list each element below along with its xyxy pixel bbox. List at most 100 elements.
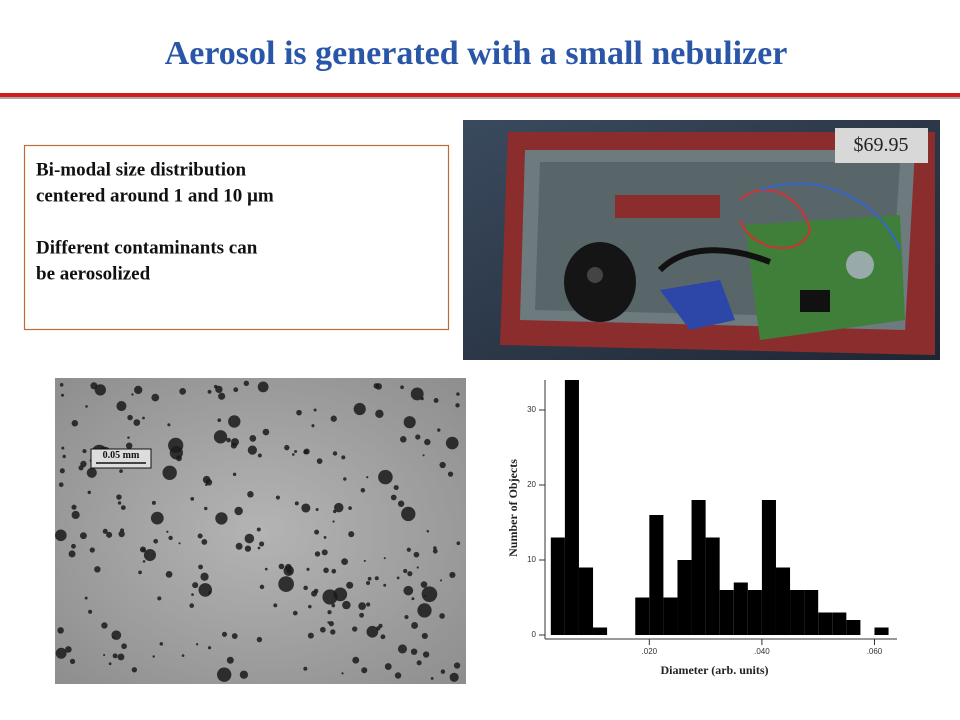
- droplet: [215, 512, 228, 525]
- droplet: [294, 450, 298, 453]
- droplet: [62, 454, 66, 459]
- droplet: [437, 428, 441, 432]
- droplet: [259, 541, 265, 547]
- droplet: [373, 383, 380, 389]
- droplet: [82, 449, 87, 454]
- droplet: [257, 546, 261, 550]
- droplet: [102, 528, 108, 534]
- droplet: [393, 485, 399, 491]
- droplet: [262, 428, 270, 436]
- droplet: [235, 542, 243, 550]
- droplet: [397, 644, 408, 654]
- droplet: [449, 672, 459, 682]
- droplet: [396, 576, 400, 580]
- droplet: [315, 508, 319, 512]
- droplet: [61, 446, 65, 450]
- droplet: [378, 469, 393, 485]
- bar: [705, 537, 720, 635]
- droplet: [314, 551, 321, 557]
- droplet: [89, 547, 95, 553]
- droplet: [94, 384, 106, 396]
- droplet: [341, 455, 346, 460]
- droplet: [112, 653, 118, 659]
- droplet: [133, 419, 141, 426]
- droplet: [411, 597, 415, 601]
- droplet: [348, 506, 352, 510]
- droplet: [343, 477, 347, 481]
- droplet: [430, 677, 434, 680]
- droplet: [424, 438, 431, 446]
- droplet: [181, 654, 185, 657]
- droplet: [278, 576, 294, 592]
- droplet: [131, 393, 134, 396]
- droplet: [332, 451, 338, 456]
- droplet: [367, 576, 372, 581]
- droplet: [361, 667, 368, 674]
- droplet: [234, 506, 243, 516]
- bar: [804, 590, 819, 635]
- droplet: [117, 501, 122, 505]
- droplet: [411, 622, 419, 629]
- bar: [635, 597, 650, 635]
- bar: [550, 537, 565, 635]
- droplet: [143, 548, 157, 562]
- droplet: [366, 476, 369, 479]
- droplet: [327, 621, 330, 624]
- blue-pad: [660, 280, 735, 330]
- droplet: [439, 613, 445, 619]
- droplet: [283, 565, 294, 576]
- droplet: [278, 563, 285, 570]
- scale-bar: 0.05 mm: [90, 448, 152, 469]
- droplet: [374, 576, 379, 581]
- bar: [677, 560, 692, 635]
- droplet: [71, 419, 79, 427]
- droplet: [417, 603, 432, 618]
- nebulizer-top: [587, 267, 603, 283]
- droplet: [165, 570, 173, 578]
- droplet: [256, 636, 263, 643]
- droplet: [366, 581, 371, 586]
- droplet: [410, 648, 418, 655]
- droplet: [71, 504, 77, 510]
- droplet: [327, 610, 332, 615]
- droplet: [421, 586, 438, 602]
- droplet: [439, 461, 446, 469]
- y-tick-label: 10: [527, 555, 536, 564]
- droplet: [413, 551, 420, 558]
- bar: [832, 612, 847, 635]
- droplet: [366, 625, 379, 638]
- bar: [846, 620, 861, 635]
- droplet: [399, 436, 407, 443]
- droplet: [198, 583, 213, 597]
- droplet: [404, 614, 409, 620]
- droplet: [57, 627, 64, 634]
- droplet: [55, 529, 67, 542]
- droplet: [217, 667, 232, 682]
- droplet: [257, 453, 262, 458]
- droplet: [94, 566, 101, 573]
- droplet: [341, 672, 344, 675]
- droplet: [420, 397, 424, 401]
- droplet: [179, 388, 187, 395]
- droplet: [218, 392, 226, 400]
- droplet: [410, 387, 424, 401]
- droplet: [249, 435, 257, 442]
- droplet: [131, 667, 138, 673]
- droplet: [232, 472, 237, 477]
- droplet: [316, 458, 323, 465]
- droplet: [106, 531, 113, 538]
- bar: [874, 627, 889, 635]
- droplet: [101, 622, 108, 629]
- droplet: [440, 669, 446, 674]
- text-line: be aerosolized: [36, 263, 151, 284]
- text-line: centered around 1 and 10 µm: [36, 185, 274, 206]
- droplet: [301, 503, 311, 513]
- y-tick-label: 0: [532, 630, 537, 639]
- droplet: [416, 660, 422, 666]
- droplet: [204, 506, 208, 511]
- droplet: [401, 506, 416, 522]
- droplet: [407, 571, 413, 577]
- circuit-board: [745, 215, 905, 340]
- droplet: [359, 612, 365, 618]
- droplet: [142, 560, 146, 563]
